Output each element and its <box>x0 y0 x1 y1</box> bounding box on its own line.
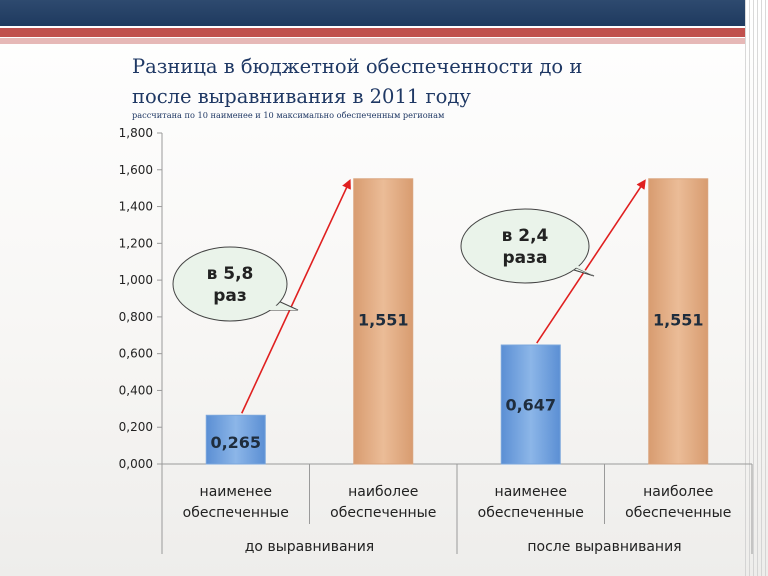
y-tick-label: 0,000 <box>119 457 153 471</box>
y-tick-label: 1,000 <box>119 273 153 287</box>
callout-text: раз <box>213 286 247 306</box>
y-tick-label: 1,600 <box>119 163 153 177</box>
bar-value-label: 0,265 <box>210 433 261 452</box>
bar-most-provided <box>648 178 709 465</box>
callout-text: в 2,4 <box>502 226 549 246</box>
y-tick-label: 1,400 <box>119 200 153 214</box>
bar-value-label: 1,551 <box>653 310 704 329</box>
decorative-stripes <box>745 0 768 576</box>
x-group-label: до выравнивания <box>245 539 374 555</box>
ratio-arrow <box>241 179 351 414</box>
callout-text: раза <box>503 248 548 268</box>
x-category-label: наименее обеспеченные <box>183 484 289 521</box>
accent-band <box>0 28 745 37</box>
accent-band-light <box>0 38 745 44</box>
callout-bubble <box>460 208 590 284</box>
y-tick-label: 0,800 <box>119 310 153 324</box>
y-tick-label: 1,800 <box>119 126 153 140</box>
slide-subtitle: рассчитана по 10 наименее и 10 максималь… <box>132 110 445 120</box>
callout-tail-cover <box>258 302 298 310</box>
x-group-label: после выравнивания <box>527 539 681 555</box>
bar-value-label: 1,551 <box>358 310 409 329</box>
bar-most-provided <box>353 178 414 465</box>
bar-value-label: 0,647 <box>505 395 556 414</box>
ratio-arrow <box>536 179 646 344</box>
bar-least-provided <box>500 344 561 465</box>
header-band <box>0 0 745 26</box>
x-category-label: наименее обеспеченные <box>478 484 584 521</box>
y-tick-label: 1,200 <box>119 236 153 250</box>
bar-least-provided <box>205 414 266 465</box>
y-tick-label: 0,600 <box>119 347 153 361</box>
x-category-label: наиболее обеспеченные <box>625 484 731 521</box>
slide-title: Разница в бюджетной обеспеченности до и … <box>132 55 583 108</box>
y-tick-label: 0,400 <box>119 383 153 397</box>
callout-text: в 5,8 <box>207 264 254 284</box>
x-category-label: наиболее обеспеченные <box>330 484 436 521</box>
callout-tail-cover <box>560 254 594 276</box>
y-tick-label: 0,200 <box>119 420 153 434</box>
